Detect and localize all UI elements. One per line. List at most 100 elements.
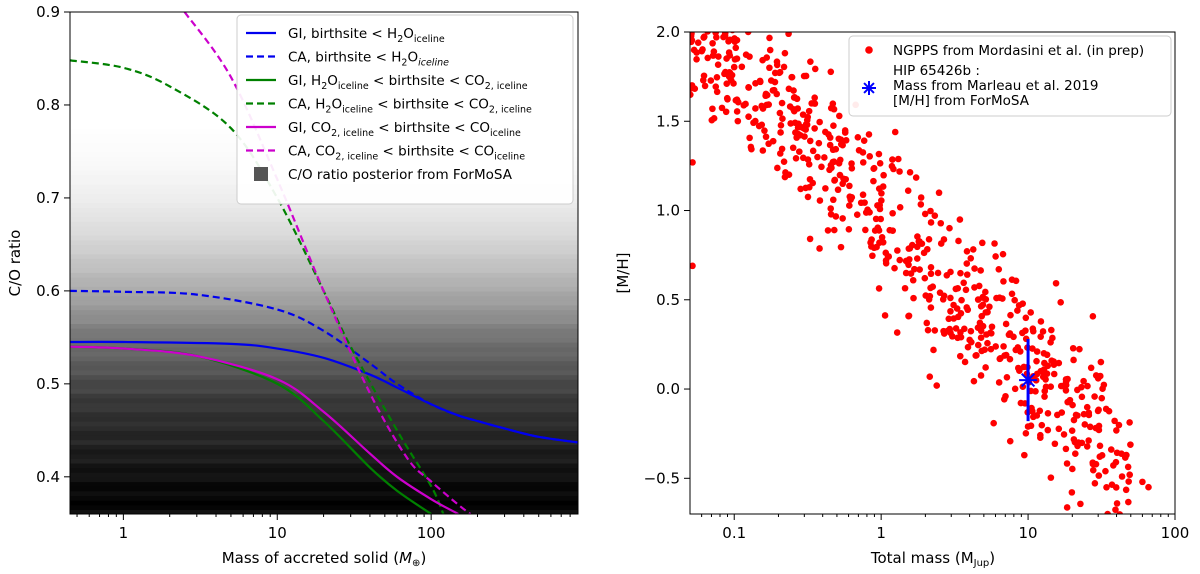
ngpps-point <box>805 107 813 115</box>
ngpps-point <box>830 122 837 130</box>
ngpps-point <box>759 56 766 64</box>
ngpps-point <box>1027 422 1035 430</box>
posterior-band <box>70 472 578 478</box>
posterior-band <box>70 383 578 390</box>
right-y-axis-label: [M/H] <box>614 253 632 294</box>
ngpps-point <box>1080 410 1088 418</box>
ngpps-point <box>963 248 971 255</box>
ngpps-point <box>995 266 1003 273</box>
ngpps-point <box>827 68 835 76</box>
ngpps-point <box>961 358 969 366</box>
ngpps-point <box>974 341 982 349</box>
ngpps-point <box>766 64 773 72</box>
legend-label-part: O <box>331 97 342 113</box>
posterior-band <box>70 318 578 325</box>
posterior-band <box>70 249 578 255</box>
ngpps-point <box>806 183 813 191</box>
ngpps-point <box>878 189 885 197</box>
legend-label-part: 2 <box>325 105 331 116</box>
ngpps-point <box>982 364 989 371</box>
y-tick-label: 0.8 <box>36 96 60 114</box>
y-tick-label: 0.5 <box>656 291 680 309</box>
ngpps-point <box>977 372 985 379</box>
ngpps-point <box>993 294 1000 302</box>
ngpps-point <box>824 227 832 234</box>
ngpps-point <box>1048 326 1055 334</box>
ngpps-point <box>747 32 750 33</box>
legend-swatch-hip65426b <box>863 82 875 94</box>
y-tick-label: 0.9 <box>36 3 60 21</box>
ngpps-point <box>878 233 886 241</box>
ngpps-point <box>1062 387 1070 394</box>
ngpps-point <box>904 187 912 194</box>
posterior-band <box>70 425 578 431</box>
ngpps-point <box>1075 439 1082 446</box>
ngpps-point <box>1103 483 1110 491</box>
ngpps-point <box>778 145 786 153</box>
posterior-band <box>70 500 578 506</box>
ngpps-point <box>759 105 767 112</box>
posterior-band <box>70 276 578 283</box>
ngpps-point <box>991 240 998 247</box>
ngpps-point <box>876 201 883 209</box>
ngpps-point <box>816 245 823 252</box>
ngpps-point <box>715 53 722 60</box>
ngpps-point <box>723 94 731 102</box>
ngpps-point <box>957 310 965 317</box>
legend-label-part: iceline <box>494 152 525 163</box>
ngpps-point <box>732 44 740 52</box>
ngpps-point <box>1021 451 1028 459</box>
ngpps-point <box>696 14 703 21</box>
ngpps-point <box>1037 318 1045 325</box>
ngpps-point <box>714 61 722 69</box>
legend-label-part: < birthsite < CO <box>369 73 485 89</box>
ngpps-point <box>1010 333 1017 341</box>
ngpps-point <box>836 112 843 120</box>
ngpps-point <box>1000 278 1007 285</box>
ngpps-point <box>1122 486 1130 494</box>
ngpps-point <box>1095 472 1103 479</box>
ngpps-point <box>921 210 929 218</box>
ngpps-point <box>796 148 803 155</box>
ngpps-point <box>1111 417 1118 425</box>
ngpps-point <box>920 249 928 257</box>
ngpps-point <box>977 334 985 342</box>
ngpps-point <box>1095 406 1102 414</box>
ngpps-point <box>966 336 973 344</box>
posterior-band <box>70 448 578 455</box>
ngpps-point <box>1126 419 1133 426</box>
posterior-band <box>70 481 578 487</box>
ngpps-point <box>758 121 766 129</box>
legend-label-part: 2, iceline <box>331 128 374 139</box>
ngpps-point <box>779 115 786 122</box>
ngpps-point <box>870 164 878 172</box>
ngpps-point <box>815 139 823 147</box>
ngpps-point <box>1069 401 1076 409</box>
legend-label-gi_h2o: GI, birthsite < H2Oiceline <box>288 26 445 45</box>
posterior-band <box>70 253 578 259</box>
ngpps-point <box>785 32 792 38</box>
ngpps-point <box>1029 345 1036 352</box>
legend-label-part: O <box>327 73 338 89</box>
ngpps-point <box>875 150 883 158</box>
y-tick-label: 0.7 <box>36 189 60 207</box>
ngpps-point <box>947 268 954 276</box>
ngpps-point <box>952 285 960 293</box>
ngpps-point <box>1105 407 1113 415</box>
legend-label-ca_co2: CA, H2Oiceline < birthsite < CO2, icelin… <box>288 97 532 116</box>
ngpps-point <box>946 224 953 232</box>
posterior-band <box>70 421 578 427</box>
legend-label-part: CA, birthsite < H <box>288 50 401 66</box>
legend-label-gi_co: GI, CO2, iceline < birthsite < COiceline <box>288 120 521 139</box>
ngpps-point <box>777 122 785 129</box>
ngpps-point <box>1000 343 1007 350</box>
y-tick-label: 0.5 <box>36 375 60 393</box>
ngpps-point <box>970 377 978 385</box>
hip65426b-star <box>1021 373 1036 388</box>
ngpps-point <box>778 99 786 107</box>
ngpps-point <box>1028 407 1036 415</box>
legend-swatch-posterior <box>254 167 268 181</box>
ngpps-point <box>746 53 753 60</box>
ngpps-point <box>923 319 931 327</box>
ngpps-point <box>1037 333 1044 340</box>
